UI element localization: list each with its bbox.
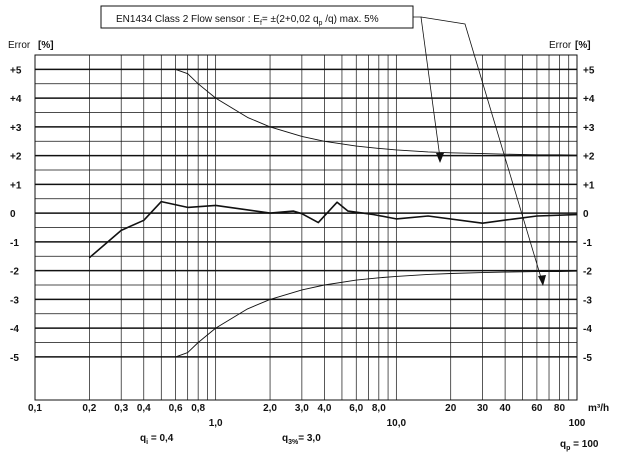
x-tick-labels: 0,1 0,2 0,3 0,4 0,6 0,8 1,0 2,0 3,0 4,0 6,0 8,010,0… <box>28 403 586 429</box>
y-tick-label-right: -2 <box>583 267 592 278</box>
y-tick-label-right: +1 <box>583 180 595 191</box>
q-marker-i-q: q <box>140 433 146 444</box>
y-tick-label-left: 0 <box>10 209 16 220</box>
series-line-upper-limit <box>175 68 578 156</box>
y-axis-title-left: Error [%] <box>8 40 54 51</box>
chart-grid <box>34 54 578 401</box>
x-tick-label: 8,0 <box>372 403 386 414</box>
x-tick-label: 100 <box>569 418 586 429</box>
y-tick-label-right: +4 <box>583 94 595 105</box>
annotation-e: E <box>253 14 260 25</box>
y-tick-label-right: +3 <box>583 123 595 134</box>
y-tick-label-left: +2 <box>10 152 22 163</box>
y-tick-label-left: +1 <box>10 180 22 191</box>
x-tick-label: 0,3 <box>114 403 128 414</box>
y-axis-label-right: Error <box>549 40 572 51</box>
q-marker-3pct-sub: 3% <box>288 439 299 446</box>
y-tick-label-right: -5 <box>583 353 592 364</box>
y-tick-label-right: +5 <box>583 65 595 76</box>
x-tick-label: 0,1 <box>28 403 42 414</box>
q-marker-p: qp = 100 <box>560 439 599 452</box>
y-tick-label-left: -2 <box>10 267 19 278</box>
q-marker-3pct-value: = 3,0 <box>298 433 321 444</box>
x-tick-label: 3,0 <box>295 403 309 414</box>
x-tick-label: 0,2 <box>82 403 96 414</box>
annotation-formula-sub: p <box>319 20 323 27</box>
x-tick-label: 2,0 <box>263 403 277 414</box>
x-tick-label: 0,6 <box>169 403 183 414</box>
q-marker-i-value: = 0,4 <box>148 433 174 444</box>
series-line-measured <box>88 200 578 259</box>
chart-series <box>88 68 578 358</box>
x-tick-label: 20 <box>445 403 457 414</box>
y-axis-unit-left: [%] <box>38 40 54 51</box>
y-tick-label-left: -1 <box>10 238 19 249</box>
y-axis-title-right: Error [%] <box>549 40 591 51</box>
q-marker-3pct: q3%= 3,0 <box>282 433 321 446</box>
q-marker-p-sub: p <box>566 445 570 452</box>
y-axis-label-left: Error <box>8 40 31 51</box>
x-tick-label: 0,8 <box>191 403 205 414</box>
annotation-arrowhead-lower <box>538 275 546 286</box>
annotation-arrow-upper <box>413 16 441 159</box>
q-marker-i: qi = 0,4 <box>140 433 174 446</box>
y-tick-label-right: 0 <box>583 209 589 220</box>
y-tick-label-left: -5 <box>10 353 19 364</box>
x-tick-label: 10,0 <box>387 418 407 429</box>
y-tick-labels: +5 +5 +4 +4 +3 +3 +2 +2 +1 +1 0 0 -1 -1 -2 -2 -3 -3 -4 -4 -5… <box>10 65 595 364</box>
x-tick-label: 80 <box>554 403 566 414</box>
y-tick-label-right: -4 <box>583 324 592 335</box>
x-tick-label: 0,4 <box>137 403 151 414</box>
annotation-e-sub: f <box>260 20 262 27</box>
y-tick-label-left: +3 <box>10 123 22 134</box>
annotation: EN1434 Class 2 Flow sensor : Ef= ±(2+0,0… <box>100 5 546 286</box>
x-tick-label: 40 <box>500 403 512 414</box>
annotation-formula-a: = ±(2+0,02 q <box>262 14 319 25</box>
x-tick-label: 30 <box>477 403 489 414</box>
annotation-prefix: EN1434 Class 2 Flow sensor : <box>116 14 253 25</box>
x-tick-label: 60 <box>531 403 543 414</box>
annotation-arrow-lower <box>420 16 543 282</box>
y-tick-label-left: -4 <box>10 324 19 335</box>
q-marker-p-value: = 100 <box>570 439 599 450</box>
x-tick-label: 1,0 <box>209 418 223 429</box>
annotation-text: EN1434 Class 2 Flow sensor : Ef= ±(2+0,0… <box>116 14 379 27</box>
annotation-formula-b: /q) max. 5% <box>322 14 378 25</box>
y-tick-label-left: +5 <box>10 65 22 76</box>
x-tick-label: 4,0 <box>317 403 331 414</box>
y-tick-label-right: -3 <box>583 295 592 306</box>
annotation-arrowhead-upper <box>436 153 444 163</box>
q-marker-3pct-q: q <box>282 433 288 444</box>
y-tick-label-right: +2 <box>583 152 595 163</box>
q-marker-p-q: q <box>560 439 566 450</box>
series-line-lower-limit <box>175 270 578 358</box>
x-tick-label: 6,0 <box>349 403 363 414</box>
y-tick-label-right: -1 <box>583 238 592 249</box>
y-tick-label-left: +4 <box>10 94 22 105</box>
y-axis-unit-right: [%] <box>575 40 591 51</box>
y-tick-label-left: -3 <box>10 295 19 306</box>
x-axis-unit: m³/h <box>588 403 609 414</box>
q-marker-i-sub: i <box>146 439 148 446</box>
